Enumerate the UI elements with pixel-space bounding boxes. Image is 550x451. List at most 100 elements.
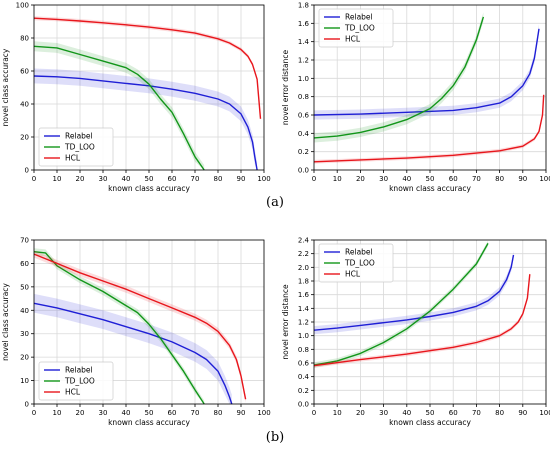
legend-label: HCL <box>345 35 361 44</box>
series-line-relabel <box>33 302 233 405</box>
legend-box <box>318 243 394 283</box>
x-tick-label: 10 <box>333 175 342 183</box>
y-tick-label: 50 <box>20 283 29 291</box>
series-line-td-loo <box>33 45 205 171</box>
chart-b-left: 0 10 20 30 40 50 60 70 80 90 100010203040506070kno… <box>1 237 271 428</box>
x-tick-label: 90 <box>237 409 246 417</box>
x-tick-label: 30 <box>379 409 388 417</box>
y-tick-label: 1.2 <box>298 319 309 327</box>
legend-label: Relabel <box>65 366 93 375</box>
y-tick-label: 0.6 <box>298 360 310 368</box>
y-axis-label: novel error distance <box>281 50 290 126</box>
x-axis-label: known class accuracy <box>108 418 190 427</box>
x-tick-label: 10 <box>333 409 342 417</box>
x-tick-label: 70 <box>191 175 200 183</box>
x-tick-label: 90 <box>518 409 527 417</box>
y-tick-label: 1.8 <box>298 278 309 286</box>
x-tick-label: 30 <box>99 175 108 183</box>
chart-a-right: 0 10 20 30 40 50 60 70 80 90 100 0.0 0.2 0.4 0.6 0.8 1.0… <box>281 2 550 194</box>
y-tick-label: 1.4 <box>298 305 310 313</box>
series-line-hcl <box>33 253 247 400</box>
y-tick-label: 100 <box>16 2 29 10</box>
x-tick-label: 10 <box>53 409 62 417</box>
x-tick-label: 100 <box>539 175 550 183</box>
series-line-td-loo <box>313 243 489 366</box>
y-tick-label: 0.2 <box>298 387 309 395</box>
y-tick-label: 1.6 <box>298 20 310 28</box>
legend: Relabel TD_LOO HCL <box>38 361 114 401</box>
legend-label: Relabel <box>65 132 93 141</box>
x-tick-label: 50 <box>145 175 154 183</box>
x-tick-label: 90 <box>237 175 246 183</box>
x-tick-label: 70 <box>472 175 481 183</box>
series-line-td-loo <box>33 251 205 405</box>
y-tick-label: 0.0 <box>298 167 309 175</box>
band-td-loo <box>34 41 205 170</box>
x-tick-label: 40 <box>122 175 131 183</box>
series-line-hcl <box>313 274 531 367</box>
y-tick-label: 0.8 <box>298 93 309 101</box>
chart-b-right: 0 10 20 30 40 50 60 70 80 90 100 0.0 0.2 0.4 0.6 0.8 1.0… <box>281 237 550 428</box>
band-relabel <box>34 293 232 404</box>
y-tick-label: 2.2 <box>298 250 309 258</box>
band-hcl <box>34 250 246 403</box>
x-tick-label: 60 <box>449 409 458 417</box>
x-tick-label: 70 <box>191 409 200 417</box>
legend-label: HCL <box>345 270 361 279</box>
x-tick-label: 10 <box>53 175 62 183</box>
legend-box <box>318 8 394 48</box>
x-tick-label: 50 <box>145 409 154 417</box>
series-line-hcl <box>313 94 545 163</box>
y-tick-label: 60 <box>20 260 29 268</box>
x-tick-label: 0 <box>32 175 36 183</box>
x-tick-label: 20 <box>76 409 85 417</box>
legend-label: TD_LOO <box>344 24 375 33</box>
legend-label: TD_LOO <box>64 377 95 386</box>
chart-a-left: 0 10 20 30 40 50 60 70 80 90 100 0 20 40 60 80 100 known … <box>1 2 271 194</box>
y-tick-label: 0 <box>25 401 29 409</box>
x-tick-label: 100 <box>257 409 270 417</box>
x-tick-label: 100 <box>539 409 550 417</box>
y-tick-label: 1.6 <box>298 291 310 299</box>
x-axis-label: known class accuracy <box>389 184 471 193</box>
y-tick-label: 2.0 <box>298 264 309 272</box>
x-tick-label: 60 <box>168 175 177 183</box>
x-tick-label: 40 <box>402 409 411 417</box>
y-tick-label: 20 <box>20 354 29 362</box>
x-tick-label: 90 <box>518 175 527 183</box>
y-tick-label: 1.4 <box>298 38 310 46</box>
x-tick-label: 20 <box>356 409 365 417</box>
y-tick-label: 1.2 <box>298 57 309 65</box>
x-tick-label: 20 <box>76 175 85 183</box>
x-tick-label: 20 <box>356 175 365 183</box>
y-axis-label: novel class accuracy <box>1 283 10 361</box>
x-tick-label: 40 <box>122 409 131 417</box>
legend-box <box>38 361 114 401</box>
x-tick-label: 80 <box>214 175 223 183</box>
y-tick-label: 0.8 <box>298 346 309 354</box>
x-axis-label: known class accuracy <box>389 418 471 427</box>
caption-a: (a) <box>266 195 284 210</box>
legend-label: HCL <box>65 154 81 163</box>
x-tick-label: 80 <box>495 175 504 183</box>
y-axis-label: novel class accuracy <box>1 48 10 126</box>
y-tick-label: 0.2 <box>298 148 309 156</box>
y-tick-label: 30 <box>20 330 29 338</box>
y-tick-label: 0.4 <box>298 130 310 138</box>
y-tick-label: 80 <box>20 35 29 43</box>
y-tick-label: 1.0 <box>298 332 309 340</box>
y-tick-label: 20 <box>20 134 29 142</box>
x-tick-label: 50 <box>426 175 435 183</box>
x-tick-label: 0 <box>32 409 36 417</box>
y-tick-label: 0.4 <box>298 373 310 381</box>
x-tick-label: 70 <box>472 409 481 417</box>
band-relabel <box>314 250 514 335</box>
x-tick-label: 50 <box>426 409 435 417</box>
y-tick-label: 60 <box>20 68 29 76</box>
legend-box <box>38 127 114 167</box>
y-tick-label: 1.0 <box>298 75 309 83</box>
legend: Relabel TD_LOO HCL <box>318 243 394 283</box>
y-tick-label: 0.6 <box>298 112 310 120</box>
legend-label: Relabel <box>345 13 373 22</box>
series-line-td-loo <box>313 16 485 139</box>
